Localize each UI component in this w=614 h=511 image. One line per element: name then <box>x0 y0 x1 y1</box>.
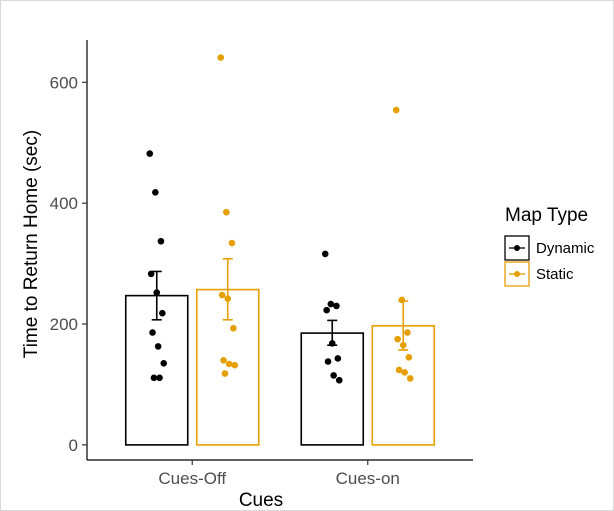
legend-key-dot <box>514 271 520 277</box>
x-axis-title: Cues <box>239 490 283 511</box>
data-point <box>398 296 406 304</box>
data-point <box>154 343 162 350</box>
data-point <box>149 329 156 336</box>
data-point <box>156 374 163 382</box>
data-point <box>146 150 154 157</box>
data-point <box>401 369 408 376</box>
bar <box>300 332 365 446</box>
y-tick-label: 0 <box>69 436 78 455</box>
legend-title: Map Type <box>505 205 588 226</box>
legend-label: Dynamic <box>536 240 595 257</box>
data-point <box>153 289 161 296</box>
data-point <box>335 376 343 384</box>
data-point <box>221 370 229 377</box>
legend-label: Static <box>536 266 574 283</box>
legend-key <box>504 261 530 287</box>
plot-area: 0 200 400 600 Cues-Off Cues-on <box>50 40 473 488</box>
data-point <box>334 355 342 362</box>
legend-key-dot <box>514 245 520 251</box>
data-point <box>321 250 329 258</box>
data-point <box>330 372 337 379</box>
data-point <box>157 237 165 245</box>
legend-key <box>504 235 530 261</box>
x-tick-label: Cues-Off <box>158 469 226 488</box>
data-point <box>328 340 336 347</box>
data-point <box>399 341 407 349</box>
y-tick-label: 600 <box>50 73 78 92</box>
data-point <box>395 366 403 374</box>
data-point <box>147 270 155 278</box>
data-point <box>230 324 237 332</box>
data-point <box>150 374 158 382</box>
data-point <box>224 295 232 302</box>
data-point <box>405 353 413 361</box>
y-tick-label: 400 <box>50 194 78 213</box>
y-axis-title: Time to Return Home (sec) <box>21 130 42 358</box>
data-point <box>327 300 335 308</box>
data-point <box>324 358 332 365</box>
data-point <box>392 106 400 114</box>
data-point <box>404 329 411 336</box>
data-point <box>323 306 330 314</box>
x-tick-label: Cues-on <box>336 469 400 488</box>
data-point <box>218 291 226 299</box>
data-point <box>152 188 159 196</box>
data-point <box>228 239 236 247</box>
y-tick-label: 200 <box>50 315 78 334</box>
data-point <box>220 356 227 364</box>
data-point <box>223 208 230 216</box>
data-point <box>225 360 233 368</box>
data-point <box>217 54 225 61</box>
legend: Dynamic Static <box>504 235 595 287</box>
data-point <box>160 360 168 367</box>
data-point <box>231 361 239 369</box>
data-point <box>406 375 414 382</box>
data-point <box>394 335 401 343</box>
data-point <box>333 302 340 310</box>
data-point <box>159 309 166 317</box>
